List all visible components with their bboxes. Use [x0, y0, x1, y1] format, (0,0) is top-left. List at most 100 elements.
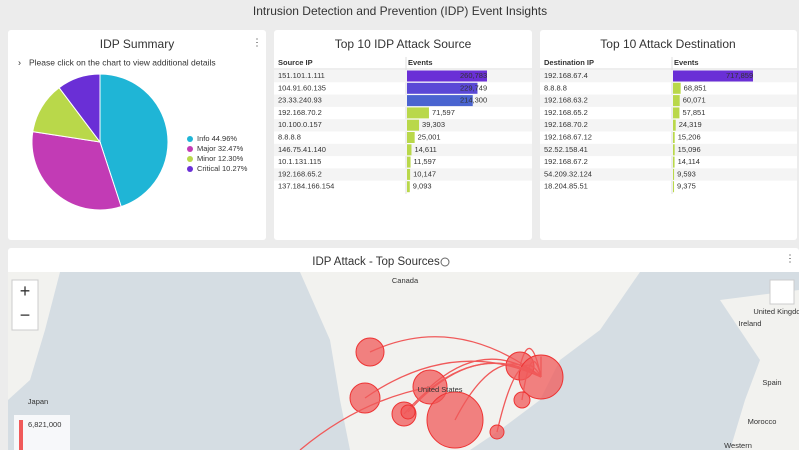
ip-cell: 23.33.240.93: [278, 96, 322, 105]
row-stripe: [274, 143, 532, 157]
row-stripe: [540, 119, 797, 132]
event-label: 11,597: [414, 157, 436, 166]
map-label: Ireland: [739, 319, 762, 328]
legend-name: Critical: [197, 164, 220, 173]
row-stripe: [274, 168, 532, 181]
destination-panel: [540, 30, 797, 240]
legend-name: Info: [197, 134, 210, 143]
event-bar: [407, 70, 487, 82]
ip-cell: 192.168.65.2: [278, 169, 322, 178]
event-label: 9,593: [677, 169, 696, 178]
column-header: Events: [408, 58, 433, 67]
ip-cell: 151.101.1.111: [278, 71, 325, 80]
legend-entry: Major 32.47%: [197, 144, 244, 153]
attack-source[interactable]: [349, 382, 381, 414]
ip-cell: 10.1.131.115: [278, 157, 321, 166]
legend-swatch: [187, 156, 193, 162]
event-bar: [407, 156, 411, 168]
legend-label: 6,821,000: [28, 420, 61, 429]
map-label: Western: [724, 441, 752, 450]
map-legend: [14, 415, 70, 450]
legend-value: 44.96%: [212, 134, 238, 143]
event-label: 260,783: [460, 71, 487, 80]
legend-entry: Minor 12.30%: [197, 154, 244, 163]
ip-cell: 10.100.0.157: [278, 120, 322, 129]
attack-arc: [407, 362, 542, 413]
chevron[interactable]: ›: [18, 57, 21, 67]
row-stripe: [540, 168, 797, 181]
map-label: Spain: [762, 378, 781, 387]
event-label: 717,859: [726, 71, 753, 80]
event-bar: [673, 107, 680, 119]
column-header: Events: [674, 58, 699, 67]
legend-value: 10.27%: [222, 164, 248, 173]
hint: Please click on the chart to view additi…: [29, 57, 216, 67]
fullscreen-button[interactable]: [769, 279, 795, 305]
ip-cell: 137.184.166.154: [278, 182, 334, 191]
attack-source[interactable]: [489, 424, 505, 440]
event-label: 229,749: [460, 83, 487, 92]
legend-name: Minor: [197, 154, 216, 163]
legend-swatch: [187, 136, 193, 142]
menu-button[interactable]: ⋮: [785, 254, 795, 265]
legend-swatch: [187, 166, 193, 172]
ip-cell: 146.75.41.140: [278, 145, 326, 154]
event-label: 71,597: [432, 108, 455, 117]
event-bar: [407, 95, 473, 107]
map-label: United Kingdom: [753, 307, 799, 316]
land: [720, 290, 799, 450]
event-bar: [673, 168, 675, 180]
legend-value: 12.30%: [218, 154, 244, 163]
event-bar: [407, 119, 420, 131]
zoom-out[interactable]: −: [20, 305, 31, 325]
map: [8, 272, 799, 450]
panel-title: IDP Summary: [100, 37, 174, 51]
event-label: 14,611: [414, 145, 436, 154]
event-label: 39,303: [422, 120, 445, 129]
event-label: 57,851: [682, 108, 705, 117]
ip-cell: 192.168.63.2: [544, 96, 588, 105]
ip-cell: 192.168.67.12: [544, 132, 592, 141]
event-bar: [407, 144, 412, 156]
event-bar: [407, 132, 415, 143]
info-icon[interactable]: [440, 257, 450, 267]
map-label: Canada: [392, 276, 419, 285]
ip-cell: 8.8.8.8: [544, 83, 567, 92]
legend-swatch: [187, 146, 193, 152]
event-label: 9,093: [413, 182, 432, 191]
column-header: Source IP: [278, 58, 313, 67]
zoom-control: [11, 279, 39, 331]
event-bar: [673, 95, 680, 107]
pie-slice[interactable]: [99, 73, 169, 208]
pie-slice[interactable]: [58, 73, 101, 144]
legend-scale: [19, 420, 23, 450]
ip-cell: 52.52.158.41: [544, 145, 588, 154]
row-stripe: [540, 143, 797, 157]
legend-name: Major: [197, 144, 216, 153]
attack-arc: [299, 386, 431, 450]
ip-cell: 192.168.67.2: [544, 157, 588, 166]
attack-source[interactable]: [426, 391, 484, 449]
event-label: 24,319: [679, 120, 702, 129]
ip-cell: 54.209.32.124: [544, 169, 592, 178]
column-header: Destination IP: [544, 58, 594, 67]
ip-cell: 8.8.8.8: [278, 132, 301, 141]
row-stripe: [540, 94, 797, 107]
event-bar: [673, 156, 675, 168]
page-title: Intrusion Detection and Prevention (IDP)…: [253, 4, 547, 18]
attack-source[interactable]: [400, 404, 416, 420]
event-bar: [407, 168, 411, 180]
ip-cell: 104.91.60.135: [278, 83, 326, 92]
event-label: 25,001: [418, 132, 441, 141]
menu-button[interactable]: ⋮: [252, 38, 262, 49]
pie-slice[interactable]: [31, 131, 122, 211]
event-bar: [673, 70, 753, 82]
map-label: Morocco: [748, 417, 777, 426]
legend-value: 32.47%: [218, 144, 244, 153]
attack-source[interactable]: [513, 391, 531, 409]
event-label: 214,300: [460, 96, 487, 105]
map-label: Japan: [28, 397, 48, 406]
event-bar: [673, 82, 681, 94]
attack-source[interactable]: [355, 337, 385, 367]
zoom-in[interactable]: +: [20, 281, 31, 301]
